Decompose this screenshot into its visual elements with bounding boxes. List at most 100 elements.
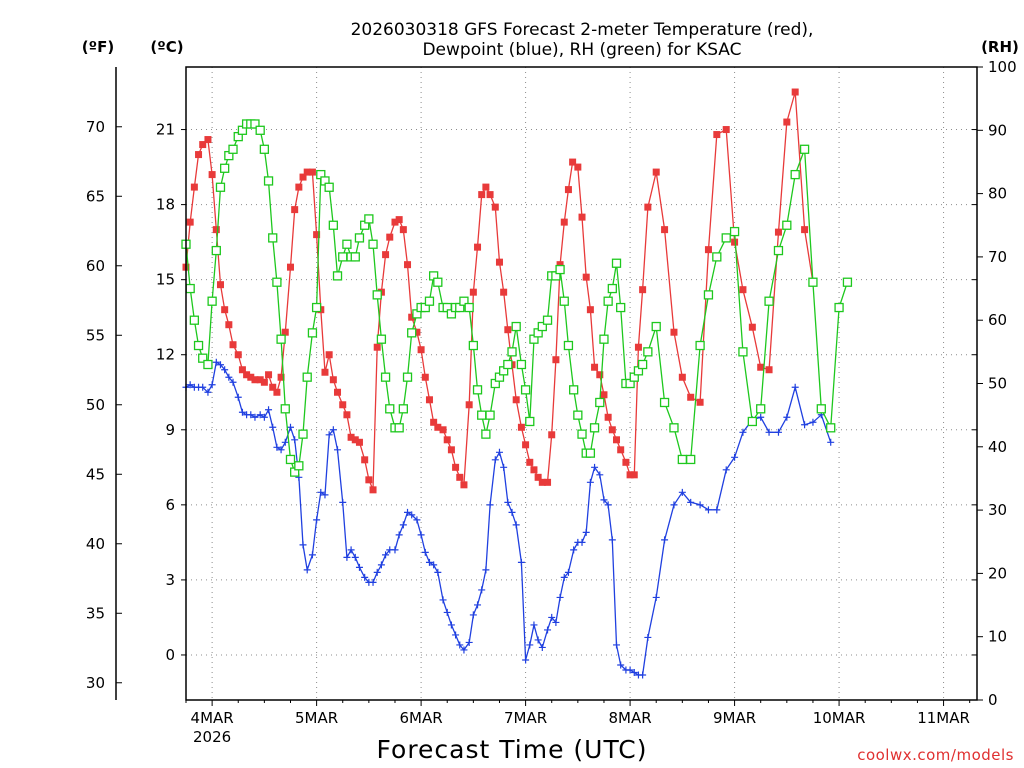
rh-point bbox=[542, 315, 553, 325]
dewpoint-point bbox=[548, 613, 556, 621]
rh-point bbox=[637, 359, 648, 370]
dewpoint-point bbox=[564, 568, 572, 576]
rh-axis: 0 10 20 30 40 50 60 70 80 90 100 bbox=[977, 58, 1017, 709]
time-tick-label: 6MAR bbox=[400, 709, 443, 727]
series-rh bbox=[181, 119, 853, 477]
rh-point bbox=[607, 283, 617, 294]
rh-point bbox=[826, 423, 836, 433]
dewpoint-point bbox=[508, 508, 516, 516]
temperature-point bbox=[548, 431, 556, 439]
dewpoint-point bbox=[313, 516, 321, 524]
temperature-point bbox=[713, 131, 721, 139]
dewpoint-point bbox=[456, 641, 464, 649]
dewpoint-point bbox=[478, 586, 486, 594]
celsius-tick-label: 0 bbox=[165, 646, 175, 664]
rh-point bbox=[263, 176, 274, 186]
temperature-point bbox=[478, 191, 486, 199]
dewpoint-point bbox=[251, 413, 259, 421]
rh-point bbox=[280, 404, 290, 414]
temperature-point bbox=[469, 288, 477, 296]
dewpoint-point bbox=[791, 383, 799, 391]
temperature-point bbox=[439, 426, 447, 434]
dewpoint-point bbox=[613, 641, 621, 649]
dewpoint-point bbox=[260, 413, 268, 421]
series-temperature bbox=[182, 88, 817, 494]
rh-unit-label: (RH) bbox=[981, 38, 1019, 56]
rh-point bbox=[394, 423, 404, 433]
dewpoint-point bbox=[408, 511, 416, 519]
celsius-tick-label: 9 bbox=[165, 421, 175, 439]
rh-point bbox=[328, 220, 338, 230]
dewpoint-point bbox=[273, 443, 281, 451]
temperature-point bbox=[661, 226, 669, 234]
dewpoint-point bbox=[582, 528, 590, 536]
dewpoint-point bbox=[334, 446, 342, 454]
time-tick-label: 11MAR bbox=[917, 709, 970, 727]
temperature-point bbox=[534, 473, 542, 481]
rh-point bbox=[311, 302, 322, 313]
temperature-point bbox=[452, 463, 460, 471]
rh-point bbox=[520, 385, 531, 395]
dewpoint-point bbox=[347, 546, 355, 554]
dewpoint-point bbox=[530, 621, 538, 629]
dewpoint-point bbox=[534, 636, 542, 644]
rh-point bbox=[250, 119, 260, 129]
temperature-point bbox=[678, 373, 686, 381]
rh-point bbox=[468, 340, 479, 351]
celsius-tick-label: 6 bbox=[165, 496, 175, 514]
dewpoint-point bbox=[382, 551, 390, 559]
dewpoint-point bbox=[661, 536, 669, 544]
temperature-point bbox=[247, 373, 255, 381]
dewpoint-point bbox=[452, 631, 460, 639]
rh-point bbox=[350, 252, 360, 262]
rh-tick-label: 80 bbox=[988, 185, 1007, 203]
dewpoint-point bbox=[465, 638, 473, 646]
celsius-tick-label: 15 bbox=[156, 271, 175, 289]
rh-point bbox=[573, 410, 583, 420]
temperature-point bbox=[303, 168, 311, 176]
rh-point bbox=[207, 296, 217, 306]
temperature-point bbox=[722, 126, 730, 134]
temperature-point bbox=[582, 273, 590, 281]
temperature-point bbox=[190, 183, 198, 191]
x-axis-label: Forecast Time (UTC) bbox=[377, 735, 648, 764]
rh-point bbox=[220, 163, 230, 173]
rh-point bbox=[332, 271, 343, 281]
temperature-point bbox=[299, 173, 307, 181]
rh-point bbox=[424, 296, 435, 306]
temperature-point bbox=[286, 263, 294, 271]
temperature-point bbox=[413, 328, 421, 336]
temperature-point bbox=[544, 478, 552, 486]
dewpoint-point bbox=[208, 381, 216, 389]
dewpoint-point bbox=[626, 666, 634, 674]
rh-point bbox=[712, 252, 722, 262]
temperature-point bbox=[574, 163, 582, 171]
temperature-point bbox=[765, 366, 773, 374]
temperature-point bbox=[600, 391, 608, 399]
temperature-point bbox=[329, 376, 337, 384]
temperature-point bbox=[391, 218, 399, 226]
dewpoint-point bbox=[199, 383, 207, 391]
temperature-point bbox=[395, 216, 403, 224]
dewpoint-point bbox=[355, 563, 363, 571]
dewpoint-point bbox=[678, 488, 686, 496]
temperature-point bbox=[552, 356, 560, 364]
dewpoint-point bbox=[303, 566, 311, 574]
temperature-point bbox=[260, 378, 268, 386]
rh-point bbox=[611, 258, 622, 268]
dewpoint-point bbox=[696, 501, 704, 509]
temperature-point bbox=[347, 433, 355, 441]
temperature-point bbox=[369, 486, 377, 494]
dewpoint-point bbox=[512, 521, 520, 529]
rh-point bbox=[459, 296, 469, 306]
dewpoint-point bbox=[739, 428, 747, 436]
dewpoint-point bbox=[504, 498, 512, 506]
dewpoint-point bbox=[604, 501, 612, 509]
rh-point bbox=[842, 277, 853, 287]
time-tick-label: 4MAR bbox=[191, 709, 234, 727]
temperature-point bbox=[229, 341, 237, 349]
dewpoint-point bbox=[713, 506, 721, 514]
dewpoint-point bbox=[343, 553, 351, 561]
